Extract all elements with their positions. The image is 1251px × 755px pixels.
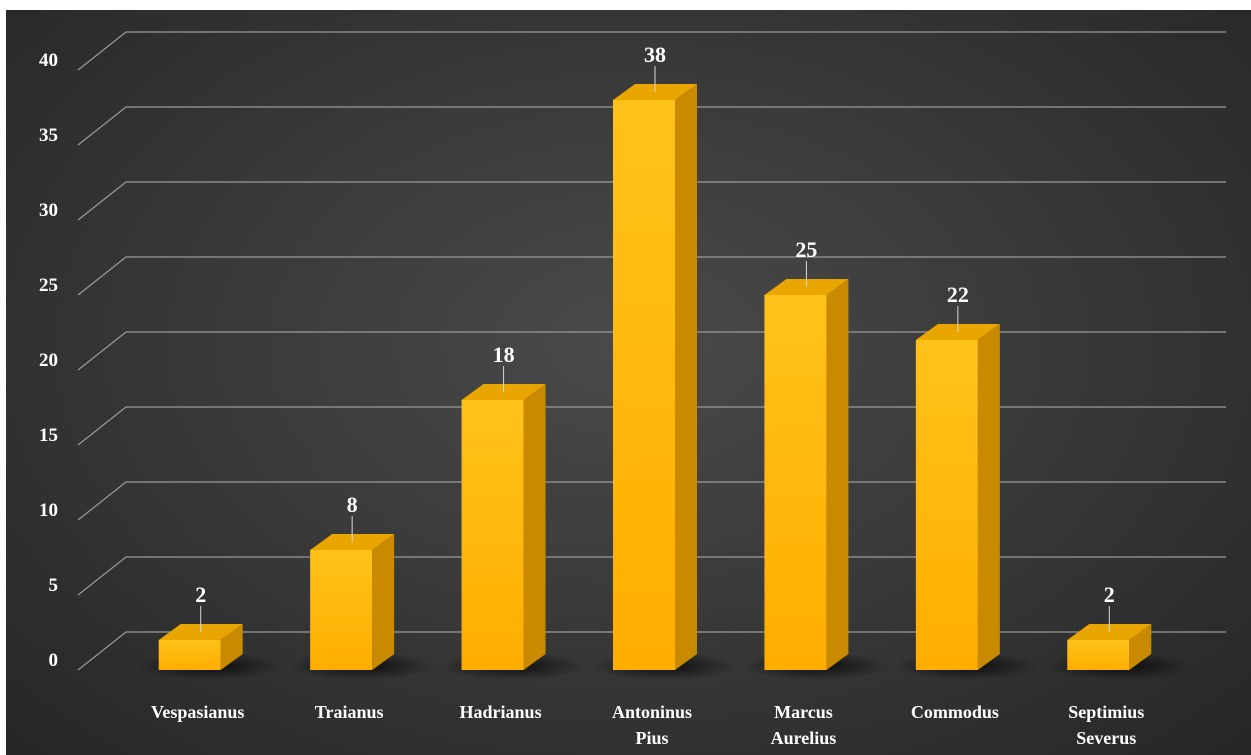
bar <box>461 400 524 670</box>
data-label: 25 <box>795 237 817 262</box>
data-label: 2 <box>1104 582 1115 607</box>
x-tick-label: Vespasianus <box>151 702 244 722</box>
gridline <box>77 256 1226 296</box>
chart-frame: 0 5 10 15 20 25 30 35 40 2 8 18 38 25 22 2 Vespasianus… <box>6 10 1251 755</box>
y-tick-label: 15 <box>39 425 58 446</box>
bar <box>310 550 373 670</box>
data-label: 2 <box>195 582 206 607</box>
y-tick-label: 25 <box>39 275 58 296</box>
x-tick-label: Aurelius <box>771 728 837 748</box>
gridline <box>77 181 1226 221</box>
bar-side <box>523 384 546 670</box>
y-tick-label: 40 <box>39 50 58 71</box>
bar <box>764 295 827 670</box>
bar-side <box>675 84 697 670</box>
gridline <box>77 406 1226 446</box>
gridline <box>77 631 1226 671</box>
gridline <box>77 31 1226 71</box>
x-tick-label: Pius <box>635 728 668 748</box>
x-tick-label: Hadrianus <box>460 702 542 722</box>
y-axis-ticks: 0 5 10 15 20 25 30 35 40 <box>39 50 58 671</box>
bar-side <box>1129 624 1152 670</box>
x-tick-label: Antoninus <box>612 702 692 722</box>
gridline <box>77 331 1226 371</box>
gridline <box>77 556 1226 596</box>
y-tick-label: 35 <box>39 125 58 146</box>
bar <box>915 340 978 670</box>
bar <box>1067 640 1130 670</box>
gridline <box>77 106 1226 146</box>
y-tick-label: 10 <box>39 500 58 521</box>
bar <box>613 100 675 670</box>
data-label: 38 <box>644 42 666 67</box>
x-axis-labels: Vespasianus Traianus Hadrianus Antoninus Piu… <box>151 702 1144 748</box>
x-tick-label: Traianus <box>315 702 384 722</box>
x-tick-label: Commodus <box>911 702 999 722</box>
gridlines <box>77 31 1226 671</box>
y-tick-label: 20 <box>39 350 58 371</box>
data-label: 8 <box>347 492 358 517</box>
data-label: 18 <box>493 342 515 367</box>
bar-side <box>220 624 243 670</box>
y-tick-label: 30 <box>39 200 58 221</box>
bar-side <box>977 324 1000 670</box>
gridline <box>77 481 1226 521</box>
x-tick-label: Septimius <box>1068 702 1144 722</box>
x-tick-label: Marcus <box>774 702 833 722</box>
y-tick-label: 0 <box>49 650 59 671</box>
x-tick-label: Severus <box>1076 728 1136 748</box>
bar-side <box>372 534 395 670</box>
data-label: 22 <box>947 282 969 307</box>
y-tick-label: 5 <box>49 575 59 596</box>
bar-side <box>826 279 849 670</box>
bar <box>158 640 221 670</box>
